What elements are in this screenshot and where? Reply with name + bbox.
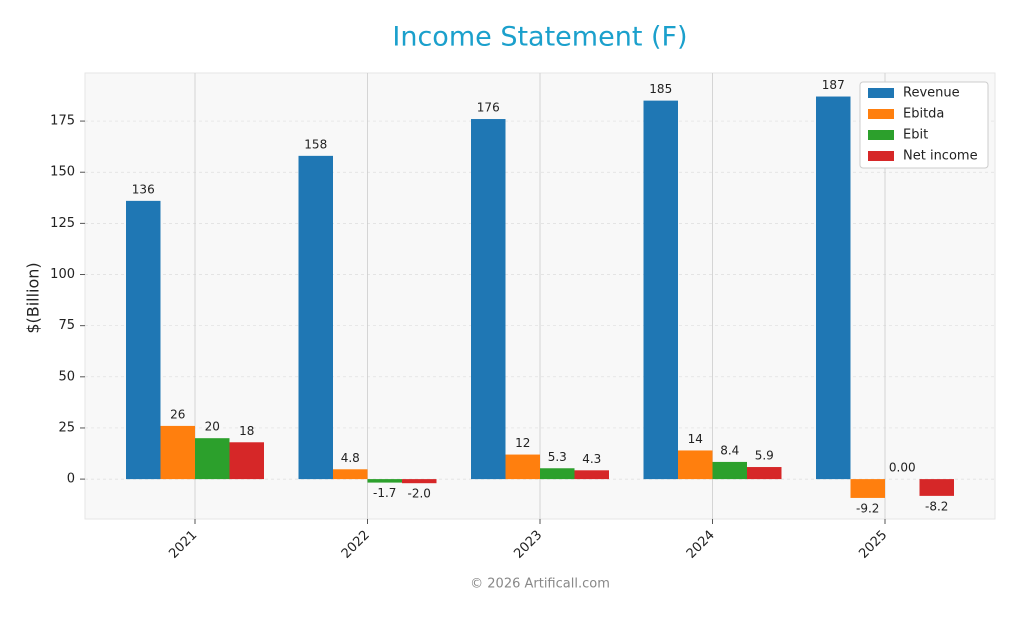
x-tick-label: 2024 — [684, 528, 718, 562]
x-tick-label: 2021 — [166, 528, 200, 562]
value-label: -9.2 — [856, 501, 879, 515]
bar — [643, 100, 678, 480]
bar — [919, 479, 954, 496]
bar — [471, 119, 506, 480]
legend-label: Ebitda — [903, 107, 944, 122]
value-label: -1.7 — [373, 486, 396, 500]
bar — [505, 454, 540, 480]
value-label: 185 — [649, 82, 672, 96]
y-tick-label: 0 — [67, 472, 75, 487]
bar — [574, 470, 609, 480]
bar — [298, 155, 333, 480]
value-label: 158 — [304, 137, 327, 151]
bar — [126, 200, 161, 480]
bar — [747, 467, 782, 480]
legend: Revenue Ebitda Ebit Net income — [859, 81, 989, 169]
value-label: 0.00 — [889, 461, 916, 475]
legend-label: Net income — [903, 149, 978, 164]
value-label: 4.8 — [341, 451, 360, 465]
legend-swatch — [868, 109, 894, 119]
value-label: 5.3 — [548, 450, 567, 464]
value-label: -2.0 — [408, 487, 431, 501]
y-tick-label: 150 — [50, 165, 75, 180]
bar — [229, 442, 264, 480]
bar — [333, 469, 368, 480]
bars: 136 158 176 185 187 26 4.8 12 14 -9.2 20 -1.7 5.3 8.4… — [126, 78, 954, 515]
chart-title: Income Statement (F) — [392, 22, 687, 53]
y-tick-label: 25 — [58, 420, 75, 435]
bar — [850, 479, 885, 498]
bar — [367, 479, 402, 483]
bar — [402, 479, 437, 484]
value-label: 12 — [515, 436, 530, 450]
y-tick-label: 50 — [58, 369, 75, 384]
value-label: 136 — [132, 182, 155, 196]
legend-swatch — [868, 88, 894, 98]
bar — [712, 461, 747, 480]
x-tick-label: 2023 — [511, 528, 545, 562]
footer: © 2026 Artificall.com — [470, 577, 610, 592]
value-label: 5.9 — [755, 449, 774, 463]
y-tick-label: 100 — [50, 267, 75, 282]
value-label: 14 — [688, 432, 703, 446]
bar — [816, 96, 851, 480]
bar — [195, 438, 230, 480]
value-label: 176 — [477, 101, 500, 115]
legend-label: Ebit — [903, 128, 928, 143]
y-axis-label: $(Billion) — [24, 262, 43, 333]
bar — [540, 468, 575, 480]
bar — [160, 425, 195, 480]
value-label: 26 — [170, 407, 185, 421]
x-tick-label: 2025 — [856, 528, 890, 562]
bar — [678, 450, 713, 480]
value-label: 20 — [205, 420, 220, 434]
value-label: 187 — [822, 78, 845, 92]
y-tick-label: 175 — [50, 114, 75, 129]
value-label: 4.3 — [582, 452, 601, 466]
legend-swatch — [868, 130, 894, 140]
legend-box — [859, 81, 989, 169]
x-tick-label: 2022 — [339, 528, 373, 562]
value-label: -8.2 — [925, 499, 948, 513]
value-label: 8.4 — [720, 443, 739, 457]
legend-swatch — [868, 151, 894, 161]
y-tick-label: 125 — [50, 216, 75, 231]
value-label: 18 — [239, 424, 254, 438]
y-tick-label: 75 — [58, 318, 75, 333]
legend-label: Revenue — [903, 86, 960, 101]
